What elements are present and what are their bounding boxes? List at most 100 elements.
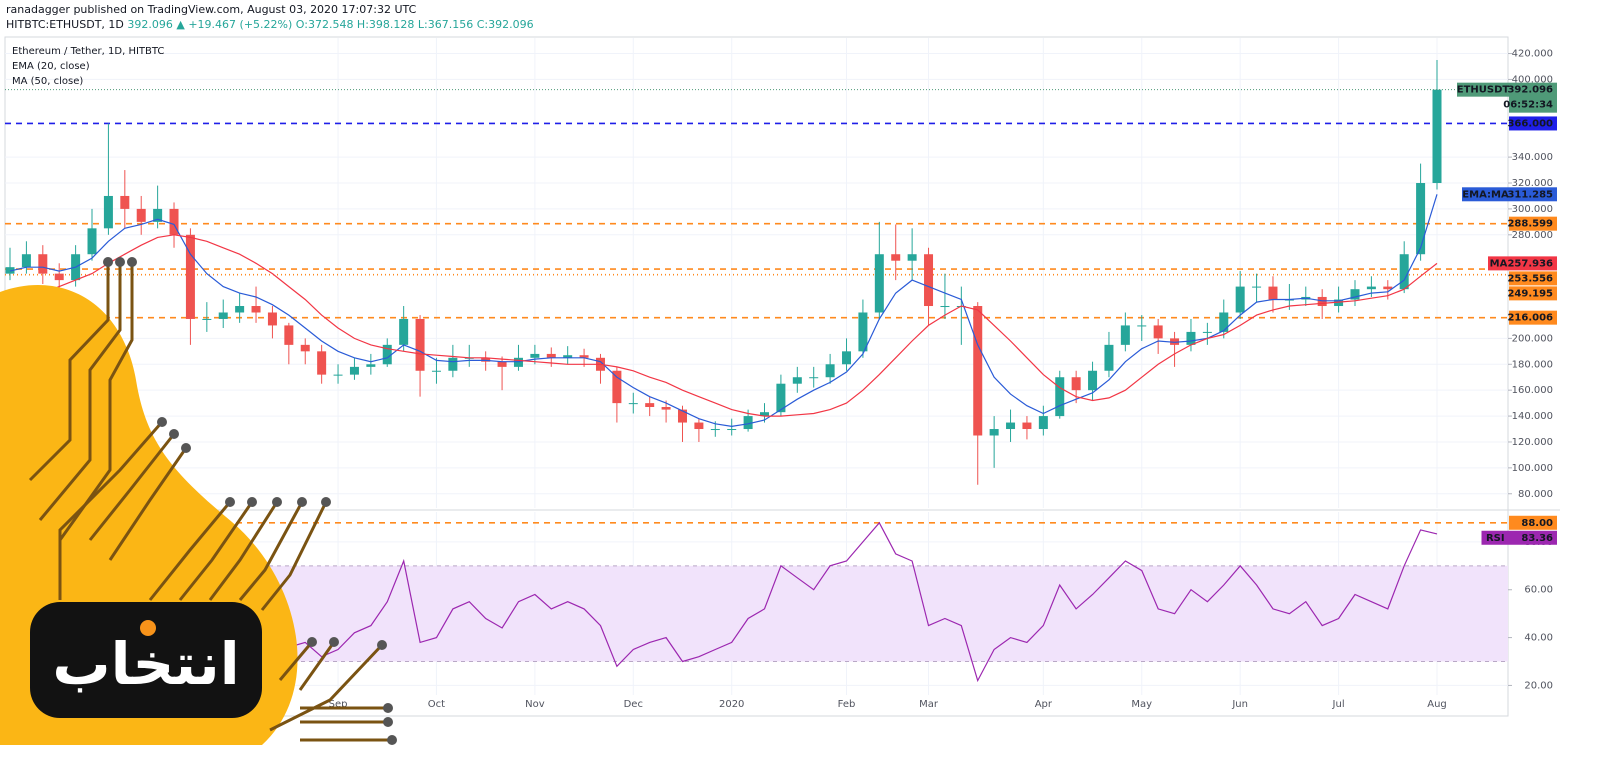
symbol: HITBTC:ETHUSDT, 1D [6,18,124,31]
candle-body [349,366,359,375]
x-tick-label: Nov [525,699,545,710]
publisher-line: ranadagger published on TradingView.com,… [6,3,417,16]
candle-body [628,403,638,405]
series-value: 83.36 [1521,533,1553,544]
candle-body [317,351,327,375]
countdown: 06:52:34 [1503,100,1553,111]
candle-body [399,318,409,345]
candle-body [612,370,622,404]
candle-body [760,412,770,417]
series-tag: EMA:MA [1462,189,1509,200]
candle-body [563,355,573,358]
candle-body [1416,183,1426,255]
candle-body [940,306,950,308]
candle-body [579,355,589,358]
candle-body [431,370,441,372]
candle-body [235,306,245,313]
x-tick-label: Jul [1332,699,1345,710]
level-label: 253.556 [1507,273,1553,284]
candle-body [87,228,97,255]
candle-body [1120,325,1130,345]
level-label-bg [1509,515,1557,530]
candle-body [1186,331,1196,345]
series-line [9,234,1438,417]
candle-body [54,273,64,281]
x-tick-label: Dec [624,699,643,710]
candle-body [776,383,786,413]
x-tick-label: Mar [919,699,939,710]
level-label: 216.006 [1507,313,1553,324]
candle-body [1104,344,1114,371]
candle-body [300,344,310,352]
candle-body [874,254,884,313]
candle-body [1350,289,1360,300]
circuit-dots [103,257,397,745]
candle-body [1317,296,1327,307]
candle-body [21,254,31,268]
candle-body [661,407,671,410]
level-label-bg [1509,310,1557,325]
candle-body [218,312,228,319]
y-tick-label: 120.000 [1512,437,1553,448]
candle-body [1170,338,1180,345]
y-tick-label: 140.000 [1512,411,1553,422]
legend-entry: MA (50, close) [12,76,83,87]
candle-body [530,353,540,358]
series-tag-bg [1481,530,1509,545]
candle-body [1235,286,1245,313]
candle-body [497,361,507,367]
y-tick-label: 400.000 [1512,74,1553,85]
candle-body [333,374,343,376]
candle-body [1071,377,1081,391]
candle-body [251,306,261,313]
legend: Ethereum / Tether, 1D, HITBTC EMA (20, c… [12,46,164,87]
candle-body [136,208,146,222]
y-tick-label: 60.00 [1524,585,1553,596]
candle-body [1022,422,1032,430]
x-tick-label: Jun [1231,699,1248,710]
candle-body [858,312,868,352]
last-value: 392.096 [1507,85,1553,96]
candle-body [1006,422,1016,430]
series-value-bg [1509,187,1557,202]
coin-icon [140,620,156,636]
candle-body [989,429,999,436]
price-change: ▲ +19.467 (+5.22%) [176,18,292,31]
candle-body [202,318,212,320]
candle-body [284,325,294,345]
series-tag-bg [1462,187,1509,202]
candle-body [677,409,687,423]
x-tick-label: Aug [1427,699,1447,710]
last-tag: ETHUSDT [1457,85,1510,96]
candle-body [546,353,556,358]
candle-body [924,254,934,307]
candle-body [169,208,179,235]
level-label-bg [1509,271,1557,286]
candle-body [727,429,737,431]
candle-body [792,377,802,384]
candle-body [1137,325,1147,327]
candle-body [38,254,48,274]
candle-body [1202,331,1212,333]
candle-body [1219,312,1229,332]
y-tick-label: 320.000 [1512,178,1553,189]
circuit-lines [28,262,392,742]
candle-body [825,364,835,378]
series-line [9,194,1438,428]
x-tick-label: May [1131,699,1152,710]
series-value-bg [1509,256,1557,271]
series-value: 257.936 [1507,258,1553,269]
candle-body [1383,286,1393,290]
candle-body [5,267,15,274]
candle-body [267,312,277,326]
level-label: 288.599 [1507,219,1553,230]
x-tick-label: Oct [428,699,445,710]
candle-body [481,357,491,362]
y-tick-label: 180.000 [1512,359,1553,370]
candle-body [743,416,753,430]
x-tick-label: 2020 [719,699,744,710]
y-tick-label: 200.000 [1512,333,1553,344]
y-tick-label: 420.000 [1512,49,1553,60]
candle-body [1252,286,1262,288]
series-tag: MA [1490,258,1508,269]
